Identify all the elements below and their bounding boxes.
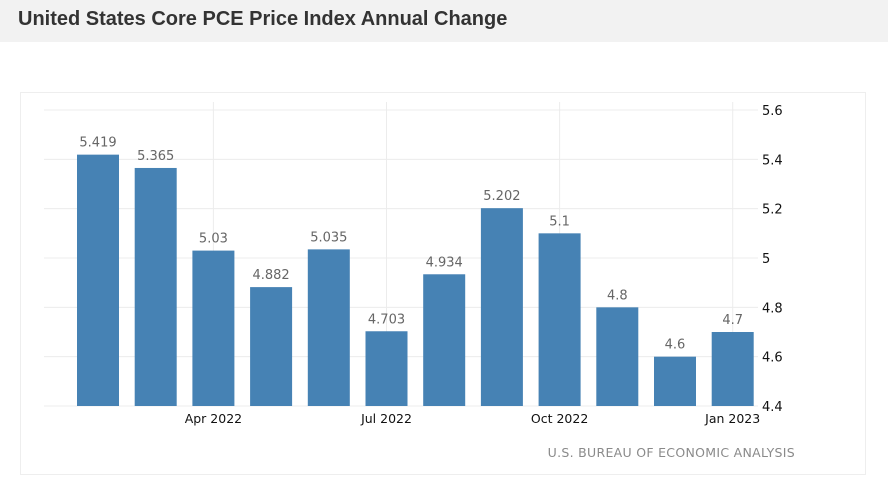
data-label: 5.365 bbox=[137, 149, 174, 164]
data-label: 5.202 bbox=[483, 189, 520, 204]
bar-sep-2022 bbox=[480, 208, 523, 406]
bar-oct-2022 bbox=[538, 233, 581, 406]
x-tick-label: Jul 2022 bbox=[360, 411, 412, 426]
data-label: 5.419 bbox=[79, 136, 116, 151]
source-label: U.S. BUREAU OF ECONOMIC ANALYSIS bbox=[547, 445, 795, 460]
bar-dec-2022 bbox=[654, 356, 696, 406]
bar-nov-2022 bbox=[596, 307, 639, 406]
y-tick-label: 4.8 bbox=[762, 301, 783, 316]
data-label: 4.7 bbox=[722, 313, 743, 328]
bar-jan-2023 bbox=[711, 332, 754, 406]
chart-panel bbox=[20, 92, 866, 475]
title-bar: United States Core PCE Price Index Annua… bbox=[0, 0, 888, 42]
x-tick-label: Jan 2023 bbox=[704, 411, 760, 426]
bar-apr-2022 bbox=[192, 250, 235, 406]
x-tick-label: Oct 2022 bbox=[531, 411, 588, 426]
bar-may-2022 bbox=[250, 287, 293, 406]
data-label: 5.035 bbox=[310, 230, 347, 245]
data-label: 4.703 bbox=[368, 312, 405, 327]
page-title: United States Core PCE Price Index Annua… bbox=[18, 8, 508, 30]
data-label: 4.934 bbox=[426, 255, 463, 270]
data-label: 4.882 bbox=[252, 268, 289, 283]
bar-jun-2022 bbox=[307, 249, 350, 406]
x-tick-label: Apr 2022 bbox=[185, 411, 242, 426]
y-tick-label: 5.2 bbox=[762, 203, 783, 218]
y-tick-label: 5 bbox=[762, 252, 770, 267]
y-tick-label: 5.6 bbox=[762, 104, 783, 119]
bar-jul-2022 bbox=[365, 331, 408, 406]
y-tick-label: 4.6 bbox=[762, 351, 783, 366]
data-label: 4.8 bbox=[607, 288, 628, 303]
data-label: 5.03 bbox=[199, 232, 228, 247]
data-label: 5.1 bbox=[549, 214, 570, 229]
data-label: 4.6 bbox=[665, 338, 686, 353]
bar-aug-2022 bbox=[423, 274, 466, 406]
bar-feb-2022 bbox=[77, 154, 119, 406]
bar-mar-2022 bbox=[134, 167, 177, 406]
y-tick-label: 5.4 bbox=[762, 153, 783, 168]
y-tick-label: 4.4 bbox=[762, 400, 783, 415]
